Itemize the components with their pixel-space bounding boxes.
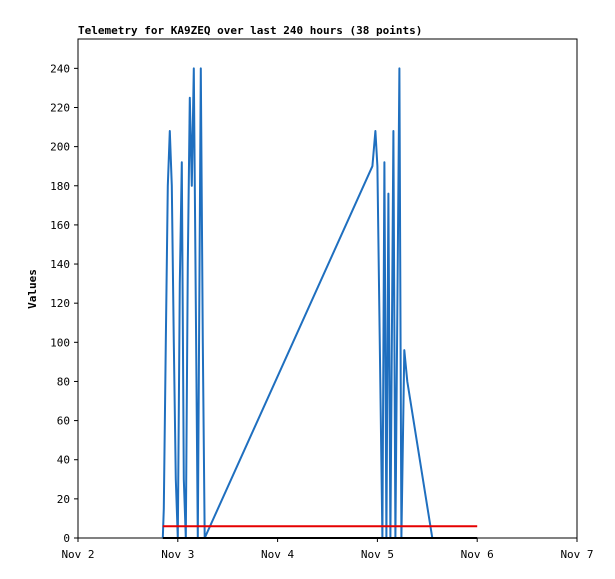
x-tick-label: Nov 5 [361,548,394,561]
series-line-0 [161,67,435,539]
x-tick-label: Nov 6 [461,548,494,561]
y-tick-label: 40 [57,454,70,467]
y-tick-label: 200 [50,141,70,154]
y-tick-label: 80 [57,375,70,388]
x-tick-label: Nov 2 [61,548,94,561]
y-axis-label: Values [26,269,39,309]
y-tick-label: 120 [50,297,70,310]
y-tick-label: 220 [50,101,70,114]
chart-title: Telemetry for KA9ZEQ over last 240 hours… [78,24,422,37]
x-tick-label: Nov 7 [560,548,593,561]
y-tick-label: 160 [50,219,70,232]
y-tick-label: 20 [57,493,70,506]
y-tick-label: 60 [57,415,70,428]
y-tick-label: 0 [63,532,70,545]
x-tick-label: Nov 3 [161,548,194,561]
x-axis: Nov 2 Nov 3 Nov 4 Nov 5 Nov 6 Nov 7 [61,538,594,561]
y-axis: 0 20 40 60 80 100 120 140 160 180 200 220 240 [50,62,78,545]
y-tick-label: 240 [50,62,70,75]
series-layer [161,67,478,539]
plot-area [77,38,578,539]
y-tick-label: 140 [50,258,70,271]
y-tick-label: 180 [50,180,70,193]
x-tick-label: Nov 4 [261,548,294,561]
y-tick-label: 100 [50,336,70,349]
